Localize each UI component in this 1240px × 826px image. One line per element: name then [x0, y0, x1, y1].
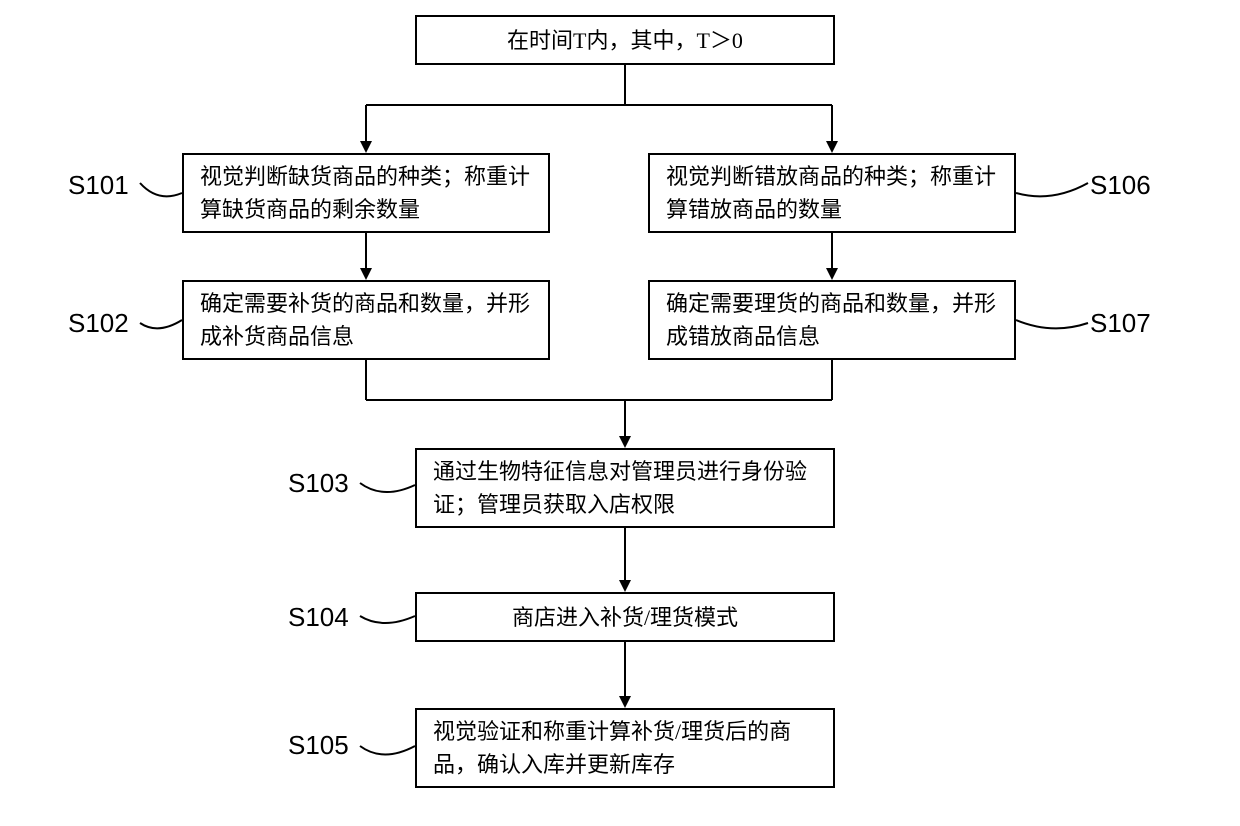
arrow-top-split	[0, 0, 1240, 826]
